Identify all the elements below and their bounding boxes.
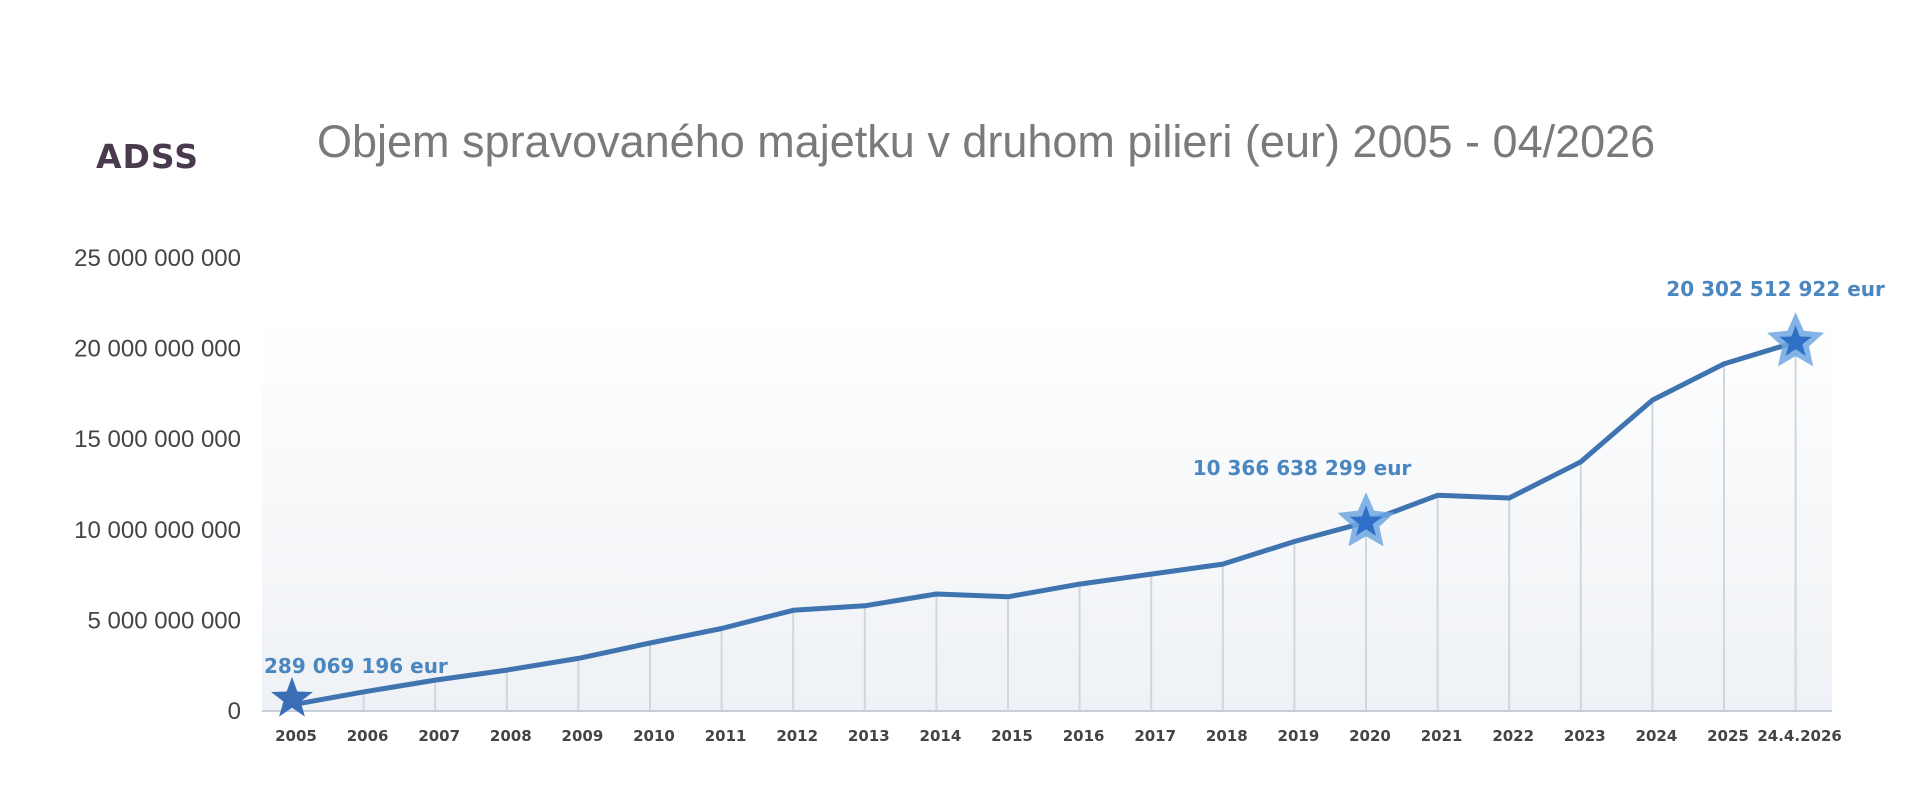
x-tick-label: 2005: [275, 727, 317, 745]
plot-background: [262, 320, 1832, 710]
y-tick-label: 25 000 000 000: [74, 245, 241, 272]
star-marker: [1349, 505, 1383, 536]
x-tick-label: 2019: [1278, 727, 1320, 745]
data-annotation-label: 10 366 638 299 eur: [1193, 456, 1412, 480]
logo-text: ADSS: [96, 137, 199, 176]
x-axis-ticks: 2005 2006 2007 2008 2009 2010 2011 2012 2013 2014…: [275, 727, 1842, 745]
x-tick-label: 24.4.2026: [1757, 727, 1841, 745]
x-tick-label: 2023: [1564, 727, 1606, 745]
vertical-guides: [362, 342, 1797, 710]
data-annotations: 289 069 196 eur 10 366 638 299 eur 20 302 …: [264, 277, 1885, 678]
y-tick-label: 15 000 000 000: [74, 426, 241, 453]
x-tick-label: 2025: [1707, 727, 1749, 745]
adss-logo: ADSS: [96, 137, 199, 176]
data-annotation-label: 20 302 512 922 eur: [1666, 277, 1885, 301]
chart-title: Objem spravovaného majetku v druhom pili…: [317, 116, 1655, 167]
x-tick-label: 2012: [776, 727, 818, 745]
x-tick-label: 2016: [1063, 727, 1105, 745]
x-tick-label: 2007: [418, 727, 460, 745]
x-tick-label: 2008: [490, 727, 532, 745]
x-tick-label: 2011: [705, 727, 747, 745]
star-markers: [271, 312, 1825, 717]
y-axis-ticks: 0 5 000 000 000 10 000 000 000 15 000 000 0…: [74, 245, 241, 725]
x-tick-label: 2013: [848, 727, 890, 745]
x-tick-label: 2022: [1492, 727, 1534, 745]
data-annotation-label: 289 069 196 eur: [264, 654, 448, 678]
x-tick-label: 2017: [1134, 727, 1176, 745]
x-tick-label: 2010: [633, 727, 675, 745]
y-tick-label: 5 000 000 000: [88, 607, 241, 634]
x-tick-label: 2024: [1636, 727, 1678, 745]
x-tick-label: 2014: [920, 727, 962, 745]
star-marker: [1779, 325, 1812, 356]
x-tick-label: 2015: [991, 727, 1033, 745]
x-tick-label: 2020: [1349, 727, 1391, 745]
series-line: [289, 339, 1799, 708]
y-tick-label: 0: [228, 698, 241, 725]
star-marker: [271, 676, 313, 717]
y-tick-label: 10 000 000 000: [74, 517, 241, 544]
y-tick-label: 20 000 000 000: [74, 336, 241, 363]
x-tick-label: 2009: [562, 727, 604, 745]
x-tick-label: 2021: [1421, 727, 1463, 745]
x-tick-label: 2006: [347, 727, 389, 745]
x-tick-label: 2018: [1206, 727, 1248, 745]
